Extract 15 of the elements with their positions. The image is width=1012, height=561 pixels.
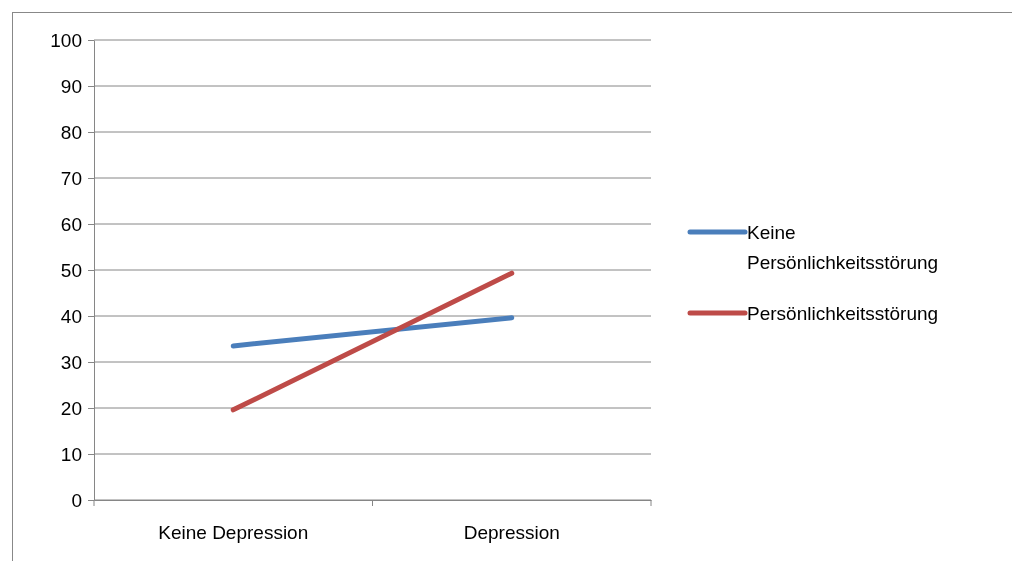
y-tick-label: 50 xyxy=(60,259,82,281)
y-tick-label: 10 xyxy=(60,443,82,465)
y-tick-label: 40 xyxy=(60,305,82,327)
y-tick-label: 90 xyxy=(60,75,82,97)
legend-label: Keine Persönlichkeitsstörung xyxy=(747,222,939,274)
y-tick-label: 0 xyxy=(71,489,82,511)
y-tick-label: 80 xyxy=(60,121,82,143)
legend-label: Persönlichkeitsstörung xyxy=(747,303,939,324)
y-tick-label: 20 xyxy=(60,397,82,419)
y-tick-label: 60 xyxy=(60,213,82,235)
y-tick-label: 70 xyxy=(60,167,82,189)
x-tick-label: Depression xyxy=(463,522,560,544)
y-tick-label: 100 xyxy=(50,29,82,51)
x-tick-label: Keine Depression xyxy=(158,522,309,544)
y-tick-label: 30 xyxy=(60,351,82,373)
